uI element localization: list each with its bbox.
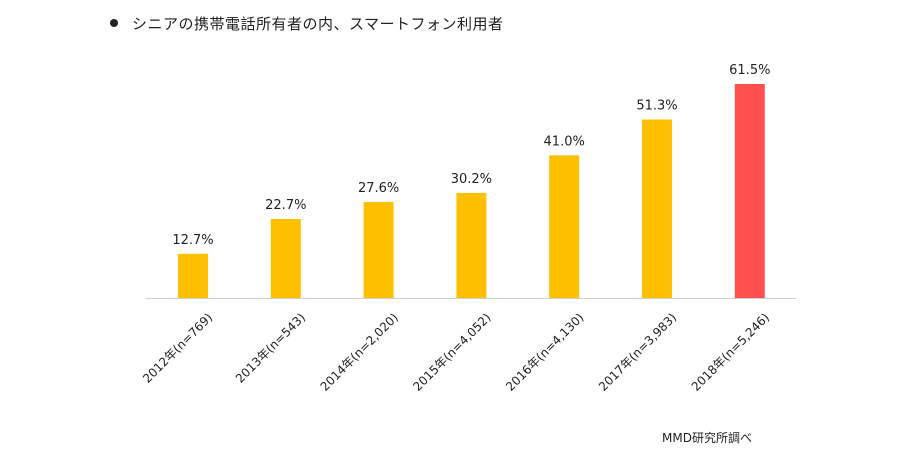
bar-5 <box>549 155 580 298</box>
chart-title: シニアの携帯電話所有者の内、スマートフォン利用者 <box>132 14 504 33</box>
bar-7 <box>734 84 765 298</box>
chart-title-row: シニアの携帯電話所有者の内、スマートフォン利用者 <box>110 10 504 36</box>
bullet-icon <box>110 19 118 27</box>
data-label-4: 30.2% <box>451 172 492 187</box>
bar-1 <box>178 253 208 298</box>
data-label-3: 27.6% <box>358 181 399 196</box>
data-label-2: 22.7% <box>265 198 306 213</box>
bar-3 <box>363 201 394 298</box>
data-label-5: 41.0% <box>544 134 585 149</box>
x-tick-label-1: 2012年(n=769) <box>140 310 215 385</box>
data-label-1: 12.7% <box>172 233 213 248</box>
x-tick-label-7: 2018年(n=5,246) <box>689 310 772 393</box>
source-note: MMD研究所調べ <box>662 431 752 445</box>
data-label-6: 51.3% <box>636 98 677 113</box>
x-tick-label-6: 2017年(n=3,983) <box>596 310 679 393</box>
x-tick-label-4: 2015年(n=4,052) <box>410 310 493 393</box>
bar-4 <box>456 192 487 298</box>
x-tick-label-3: 2014年(n=2,020) <box>318 310 401 393</box>
data-label-7: 61.5% <box>729 63 770 78</box>
bar-6 <box>642 119 672 299</box>
bar-2 <box>270 219 301 298</box>
x-tick-label-2: 2013年(n=543) <box>233 310 308 385</box>
x-tick-label-5: 2016年(n=4,130) <box>503 310 586 393</box>
